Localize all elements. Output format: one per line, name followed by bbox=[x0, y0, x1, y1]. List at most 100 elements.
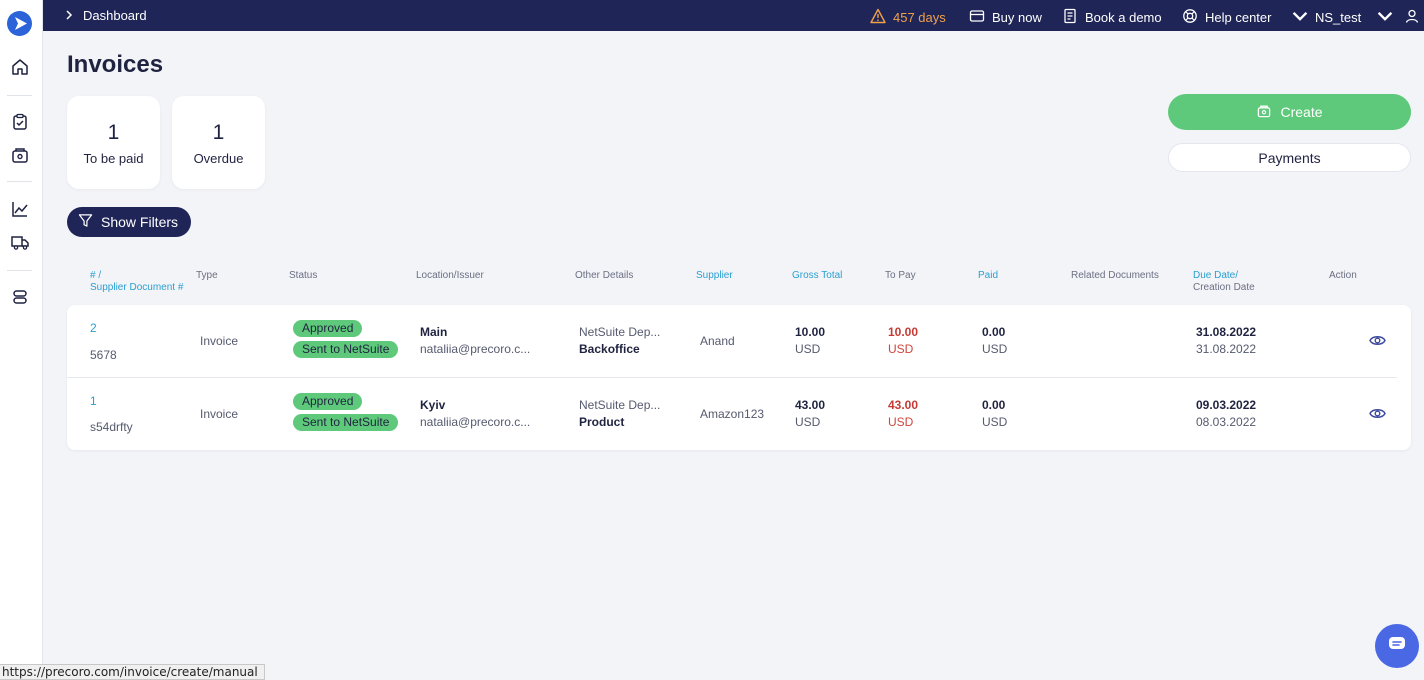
invoice-number-link[interactable]: 2 bbox=[90, 321, 97, 335]
chat-support-button[interactable] bbox=[1375, 624, 1419, 668]
buy-now-button[interactable]: Buy now bbox=[969, 8, 1042, 27]
sidebar-divider bbox=[7, 181, 32, 182]
top-navigation-bar: Dashboard 457 days Buy now Book a demo H… bbox=[43, 0, 1424, 31]
supplier-document-number: 5678 bbox=[90, 348, 117, 362]
create-label: Create bbox=[1280, 104, 1323, 120]
supplier-name: Amazon123 bbox=[700, 407, 765, 421]
truck-icon[interactable] bbox=[10, 232, 30, 252]
show-filters-button[interactable]: Show Filters bbox=[67, 207, 191, 237]
header-number-line2: Supplier Document # bbox=[90, 282, 184, 293]
chevron-right-icon bbox=[65, 8, 73, 23]
stat-label: To be paid bbox=[83, 151, 144, 166]
to-pay-amount: 43.00 bbox=[888, 398, 919, 412]
status-badge-approved: Approved bbox=[293, 393, 363, 410]
card-icon bbox=[969, 8, 985, 27]
trial-days-text: 457 days bbox=[893, 10, 946, 25]
header-number[interactable]: # / Supplier Document # bbox=[90, 270, 183, 294]
to-pay-currency: USD bbox=[888, 415, 914, 429]
location-name: Main bbox=[420, 325, 448, 339]
gross-total-amount: 10.00 bbox=[795, 325, 826, 339]
help-center-label: Help center bbox=[1205, 10, 1272, 25]
gross-total-currency: USD bbox=[795, 415, 821, 429]
help-center-button[interactable]: Help center bbox=[1182, 8, 1271, 27]
sidebar-divider bbox=[7, 270, 32, 271]
header-type: Type bbox=[196, 270, 218, 281]
invoices-table: 2 5678 Invoice Approved Sent to NetSuite… bbox=[67, 305, 1411, 450]
trial-days-indicator[interactable]: 457 days bbox=[870, 8, 946, 27]
supplier-name: Anand bbox=[700, 334, 735, 348]
payments-button[interactable]: Payments bbox=[1168, 143, 1411, 172]
paid-amount: 0.00 bbox=[982, 398, 1006, 412]
table-row[interactable]: 1 s54drfty Invoice Approved Sent to NetS… bbox=[67, 378, 1411, 450]
invoice-icon bbox=[1256, 103, 1272, 122]
stat-value: 1 bbox=[107, 121, 120, 144]
gross-total-amount: 43.00 bbox=[795, 398, 826, 412]
user-icon bbox=[1404, 8, 1420, 27]
left-sidebar bbox=[0, 0, 43, 680]
header-due-date[interactable]: Due Date/ Creation Date bbox=[1193, 270, 1255, 294]
issuer-email: nataliia@precoro.c... bbox=[420, 415, 531, 429]
paid-currency: USD bbox=[982, 415, 1008, 429]
precoro-logo[interactable] bbox=[7, 11, 32, 36]
eye-icon[interactable] bbox=[1369, 405, 1386, 422]
paid-currency: USD bbox=[982, 342, 1008, 356]
breadcrumb-dashboard[interactable]: Dashboard bbox=[83, 8, 147, 23]
page-title: Invoices bbox=[67, 51, 164, 78]
database-icon[interactable] bbox=[10, 287, 30, 307]
home-icon[interactable] bbox=[10, 57, 30, 77]
status-badge-sent-to-netsuite: Sent to NetSuite bbox=[293, 414, 399, 431]
book-icon bbox=[1062, 8, 1078, 27]
chevron-down-icon bbox=[1377, 8, 1393, 27]
company-name: NS_test bbox=[1315, 10, 1362, 25]
invoice-number-link[interactable]: 1 bbox=[90, 394, 97, 408]
header-gross-total[interactable]: Gross Total bbox=[792, 270, 843, 281]
stat-value: 1 bbox=[212, 121, 225, 144]
eye-icon[interactable] bbox=[1369, 332, 1386, 349]
stat-card-to-be-paid[interactable]: 1 To be paid bbox=[67, 96, 160, 189]
header-due-date-line1: Due Date/ bbox=[1193, 270, 1239, 281]
table-row[interactable]: 2 5678 Invoice Approved Sent to NetSuite… bbox=[67, 305, 1411, 378]
to-pay-amount: 10.00 bbox=[888, 325, 919, 339]
book-demo-button[interactable]: Book a demo bbox=[1062, 8, 1162, 27]
user-menu[interactable] bbox=[1377, 8, 1420, 27]
creation-date: 31.08.2022 bbox=[1196, 342, 1257, 356]
company-selector[interactable]: NS_test bbox=[1292, 8, 1361, 27]
sidebar-divider bbox=[7, 95, 32, 96]
paid-amount: 0.00 bbox=[982, 325, 1006, 339]
create-button[interactable]: Create bbox=[1168, 94, 1411, 130]
header-action: Action bbox=[1329, 270, 1357, 281]
due-date: 09.03.2022 bbox=[1196, 398, 1257, 412]
clipboard-icon[interactable] bbox=[10, 112, 30, 132]
header-related-documents: Related Documents bbox=[1071, 270, 1159, 281]
gross-total-currency: USD bbox=[795, 342, 821, 356]
other-details-department: NetSuite Dep... bbox=[579, 398, 661, 412]
header-paid[interactable]: Paid bbox=[978, 270, 999, 281]
header-to-pay: To Pay bbox=[885, 270, 916, 281]
lifebuoy-icon bbox=[1182, 8, 1198, 27]
filter-icon bbox=[78, 213, 93, 231]
other-details-value: Product bbox=[579, 415, 625, 429]
chart-icon[interactable] bbox=[10, 199, 30, 219]
header-supplier[interactable]: Supplier bbox=[696, 270, 733, 281]
header-status: Status bbox=[289, 270, 318, 281]
chevron-down-icon bbox=[1292, 8, 1308, 27]
status-badge-approved: Approved bbox=[293, 320, 363, 337]
supplier-document-number: s54drfty bbox=[90, 420, 133, 434]
invoice-type: Invoice bbox=[200, 407, 239, 421]
show-filters-label: Show Filters bbox=[101, 214, 179, 230]
issuer-email: nataliia@precoro.c... bbox=[420, 342, 531, 356]
header-other-details: Other Details bbox=[575, 270, 634, 281]
header-due-date-line2: Creation Date bbox=[1193, 282, 1255, 293]
header-location: Location/Issuer bbox=[416, 270, 484, 281]
to-pay-currency: USD bbox=[888, 342, 914, 356]
buy-now-label: Buy now bbox=[992, 10, 1042, 25]
stat-card-overdue[interactable]: 1 Overdue bbox=[172, 96, 265, 189]
invoice-type: Invoice bbox=[200, 334, 239, 348]
invoice-icon[interactable] bbox=[10, 145, 30, 165]
breadcrumb[interactable]: Dashboard bbox=[65, 8, 147, 23]
header-number-line1: # / bbox=[90, 270, 102, 281]
chat-icon bbox=[1387, 635, 1407, 658]
warning-icon bbox=[870, 8, 886, 27]
row-divider bbox=[67, 377, 1397, 378]
due-date: 31.08.2022 bbox=[1196, 325, 1257, 339]
